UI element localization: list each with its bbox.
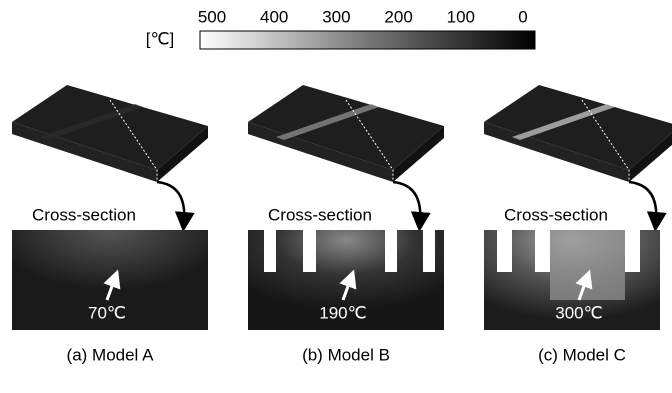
colorbar-tick: 100 [447, 7, 475, 26]
panel: Cross-section 190℃ (b) Model B [248, 85, 444, 364]
slab-side [393, 126, 444, 182]
colorbar-unit: [℃] [146, 29, 175, 48]
slot [385, 230, 397, 272]
cut-line [109, 99, 158, 182]
slot [660, 230, 672, 272]
caption: (a) Model A [67, 345, 155, 364]
slab-top [12, 85, 208, 170]
cross-section-label: Cross-section [268, 205, 372, 224]
colorbar-tick: 400 [260, 7, 288, 26]
temperature-label: 190℃ [319, 303, 366, 322]
panel: Cross-section 70℃ (a) Model A [12, 85, 208, 364]
temperature-label: 70℃ [88, 303, 126, 322]
colorbar-tick: 300 [322, 7, 350, 26]
slab-side [157, 126, 208, 182]
cross-section-label: Cross-section [504, 205, 608, 224]
slot [625, 230, 640, 272]
caption: (c) Model C [538, 345, 626, 364]
slab-stripe [512, 104, 615, 140]
slot [264, 230, 276, 272]
slab-top [484, 85, 672, 170]
slab-side [629, 132, 672, 182]
arrow [156, 180, 195, 232]
colorbar [199, 30, 536, 50]
panel: Cross-section 300℃ (c) Model C [484, 85, 672, 364]
temperature-label: 300℃ [555, 303, 602, 322]
slab-top [248, 85, 444, 170]
colorbar-tick: 500 [198, 7, 226, 26]
cut-line [581, 99, 630, 182]
slab-stripe [276, 104, 379, 140]
temp-arrow [339, 269, 357, 301]
slot [535, 230, 550, 272]
arrow [392, 180, 431, 232]
slot [497, 230, 512, 272]
cut-line [345, 99, 394, 182]
colorbar-tick: 0 [518, 7, 527, 26]
arrow [628, 180, 667, 232]
slab-stripe [40, 104, 143, 140]
temp-arrow [575, 269, 593, 301]
slot [423, 230, 435, 272]
cross-section-label: Cross-section [32, 205, 136, 224]
colorbar-tick: 200 [384, 7, 412, 26]
slot [303, 230, 316, 272]
temp-arrow [103, 269, 121, 301]
hot-zone [550, 230, 625, 300]
caption: (b) Model B [302, 345, 390, 364]
